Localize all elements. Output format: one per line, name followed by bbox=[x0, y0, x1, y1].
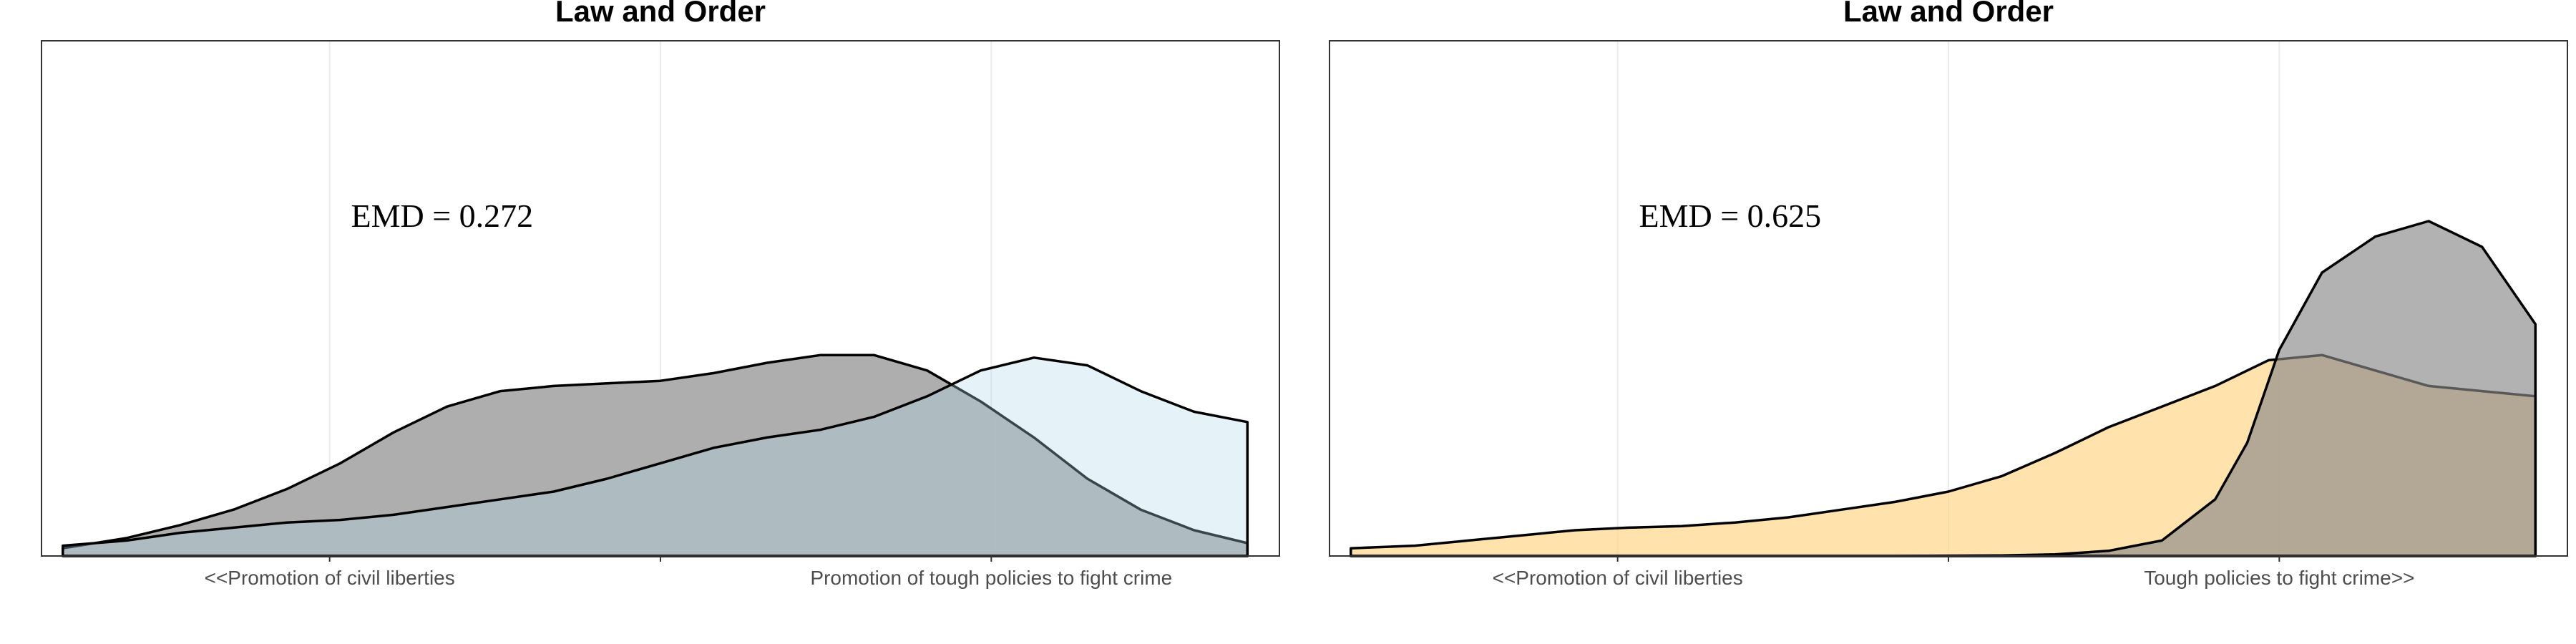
x-tick-label-1: <<Promotion of civil liberties bbox=[1493, 567, 1743, 589]
chart-title: Law and Order bbox=[555, 0, 766, 28]
emd-annotation: EMD = 0.272 bbox=[351, 197, 534, 234]
density-area-1 bbox=[62, 353, 1249, 557]
density-area-2 bbox=[62, 356, 1249, 557]
x-tick-label-1: <<Promotion of civil liberties bbox=[205, 567, 455, 589]
chart-title: Law and Order bbox=[1843, 0, 2054, 28]
chart-panel-1: Law and Order EMD = 0.272 <<Promotion of c… bbox=[41, 0, 1280, 589]
emd-annotation: EMD = 0.625 bbox=[1639, 197, 1822, 234]
chart-panel-2: Law and Order EMD = 0.625 <<Promotion of c… bbox=[1329, 0, 2568, 589]
x-tick-label-3: Promotion of tough policies to fight cri… bbox=[810, 567, 1172, 589]
x-tick-label-3: Tough policies to fight crime>> bbox=[2144, 567, 2414, 589]
